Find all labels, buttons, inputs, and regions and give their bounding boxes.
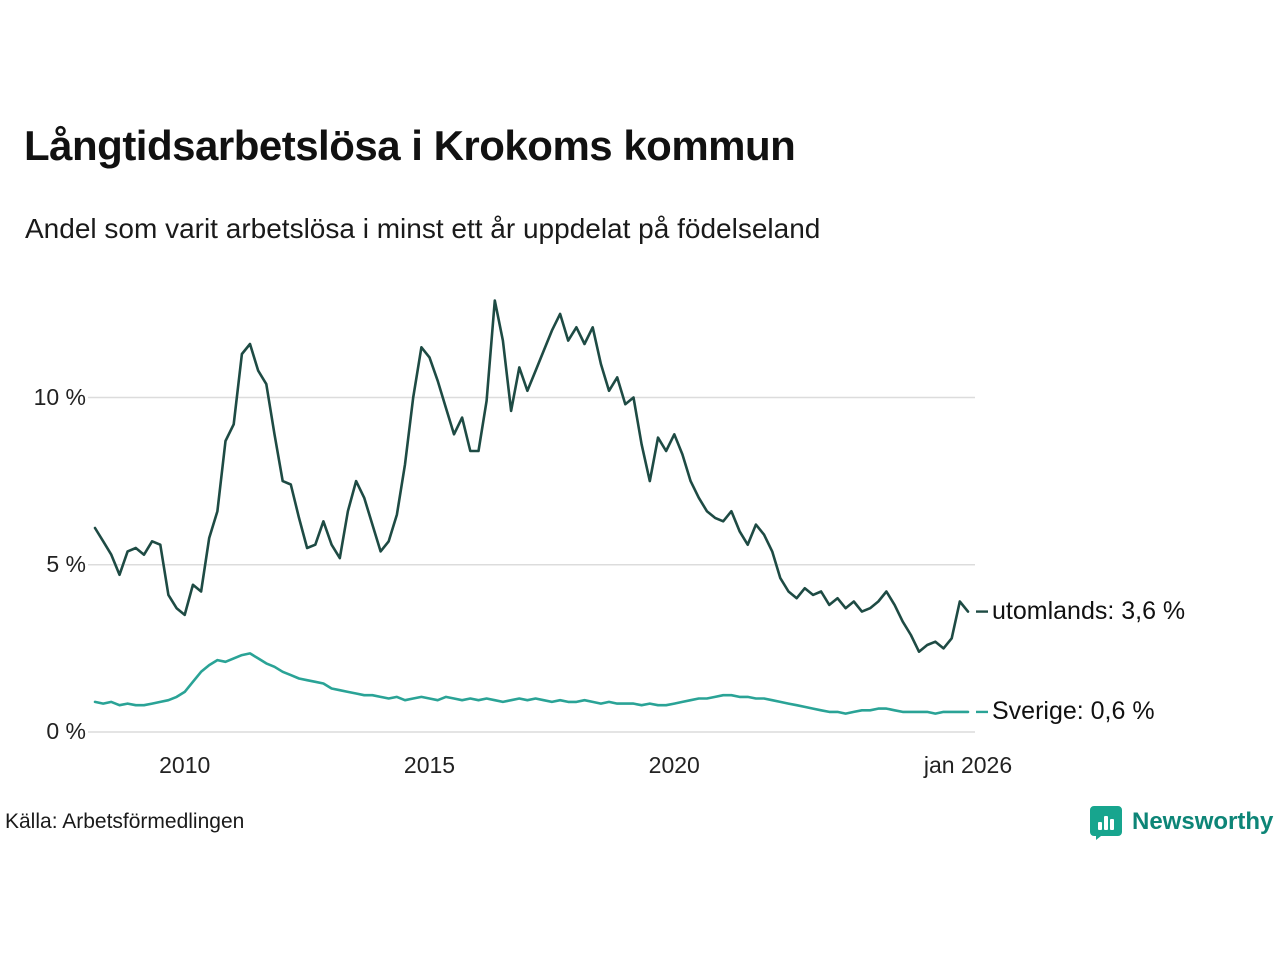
series-end-label-utomlands: utomlands: 3,6 % — [992, 596, 1186, 625]
x-axis-tick-label: 2020 — [648, 752, 700, 778]
chart-subtitle: Andel som varit arbetslösa i minst ett å… — [25, 213, 821, 244]
x-axis-tick-label: 2010 — [159, 752, 211, 778]
series-line-Sverige — [93, 652, 970, 715]
source-label: Källa: Arbetsförmedlingen — [5, 810, 245, 833]
series-end-label-Sverige: Sverige: 0,6 % — [992, 696, 1155, 725]
y-axis-tick-label: 10 % — [33, 383, 86, 410]
x-axis-tick-label: 2015 — [403, 752, 456, 778]
y-axis-tick-label: 0 % — [46, 718, 86, 744]
chart-title: Långtidsarbetslösa i Krokoms kommun — [24, 122, 796, 169]
brand-lockup: Newsworthy — [1088, 804, 1273, 840]
y-axis-tick-label: 5 % — [46, 550, 86, 577]
newsworthy-logo-icon — [1090, 806, 1122, 840]
x-axis-tick-label: jan 2026 — [923, 752, 1013, 778]
series-line-utomlands — [93, 299, 970, 654]
brand-name: Newsworthy — [1132, 808, 1274, 835]
